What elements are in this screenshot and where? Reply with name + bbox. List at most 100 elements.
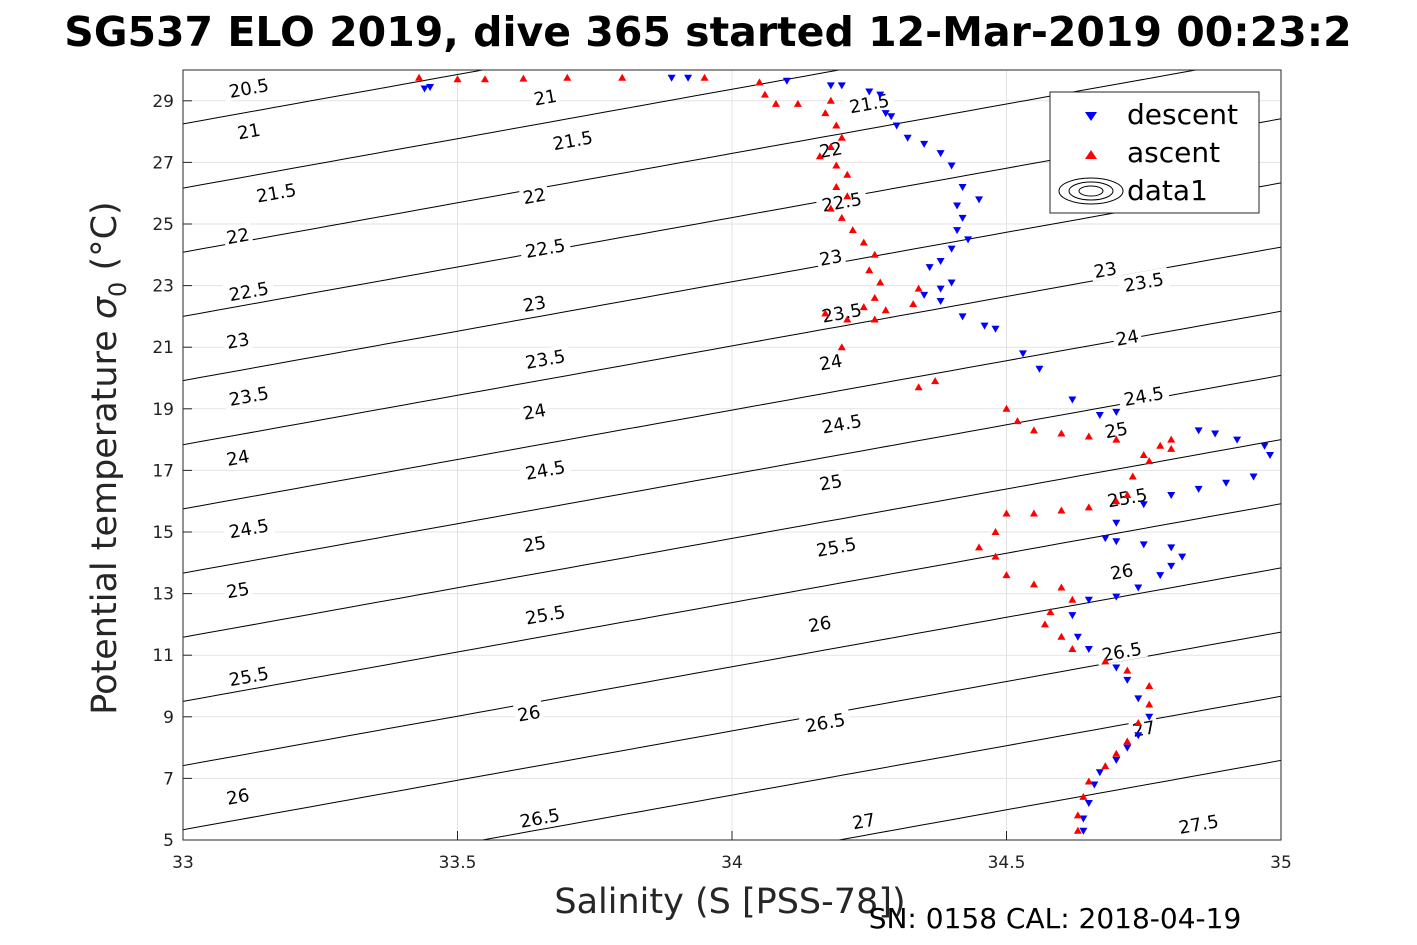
contour-label-bg (798, 707, 852, 737)
contour-label-bg (804, 611, 836, 636)
contour-label-text: 25.5 (815, 534, 858, 562)
y-tick-label: 23 (152, 277, 174, 297)
y-axis-label: Potential temperature σ0 (°C) (85, 201, 132, 714)
contour-label-text: 25 (818, 471, 844, 496)
descent-point (1090, 781, 1099, 789)
ascent-point (821, 309, 830, 317)
descent-point (936, 298, 945, 305)
descent-point (1095, 411, 1104, 419)
contour-label-text: 25 (521, 532, 547, 557)
contour-label-text: 25.5 (524, 602, 567, 630)
contour-label-text: 26 (225, 785, 251, 810)
descent-point (876, 91, 885, 99)
contour-label-bg (1117, 381, 1170, 410)
contour-label-bg (815, 298, 868, 327)
contour-label: 22.5 (815, 187, 868, 217)
contour-label-bg (1111, 324, 1143, 350)
descent-point (1112, 519, 1121, 527)
y-tick-label: 27 (152, 153, 174, 173)
ascent-point (865, 266, 874, 274)
descent-point (1035, 365, 1044, 373)
contour-label: 23 (518, 290, 550, 317)
descent-point (936, 150, 945, 158)
contour-label: 25.5 (222, 661, 276, 691)
y-tick-label: 29 (152, 92, 174, 112)
contour-label: 24.5 (222, 513, 276, 543)
ascent-point (1029, 509, 1038, 517)
descent-point (1145, 713, 1154, 721)
contour-label-bg (513, 700, 545, 726)
contour-label-text: 26 (1109, 560, 1135, 585)
series-ascent (415, 73, 1176, 834)
contour-label-bg (222, 73, 276, 102)
ascent-point (837, 213, 846, 221)
contour-label-text: 22.5 (820, 189, 863, 217)
descent-point (1167, 492, 1176, 500)
contour-label: 26.5 (798, 707, 852, 737)
legend-descent-marker (1085, 112, 1097, 121)
ascent-point (771, 99, 780, 107)
ascent-point (837, 133, 846, 141)
contour-label: 23.5 (518, 344, 572, 374)
contour-label: 27.5 (1172, 809, 1225, 839)
contour-label: 20.5 (222, 73, 276, 103)
contour-label-text: 27 (1131, 717, 1157, 742)
contour-label-text: 20.5 (227, 75, 270, 103)
ascent-point (832, 161, 841, 169)
y-tick-label: 11 (152, 646, 174, 666)
descent-point (1134, 695, 1143, 703)
contour-label-bg (546, 125, 599, 155)
x-axis-ticks: 33 33.5 34 34.5 35 (172, 831, 1292, 873)
descent-point (1068, 396, 1077, 404)
ascent-point (760, 90, 769, 98)
ascent-point (1057, 632, 1066, 640)
contour-label-bg (815, 349, 847, 374)
ascent-point (793, 99, 802, 107)
contour-label-bg (1117, 267, 1170, 296)
descent-point (881, 110, 890, 118)
contour-label-text: 23 (521, 292, 547, 317)
y-tick-label: 13 (152, 585, 174, 605)
contour-label: 25 (518, 530, 550, 557)
ascent-point (870, 293, 879, 301)
contour-label: 25 (222, 577, 254, 603)
ascent-point (1139, 451, 1148, 458)
ascent-point (1013, 417, 1022, 425)
contour-label-text: 23.5 (524, 346, 567, 374)
y-axis-label-symbol: σ (85, 295, 125, 319)
ascent-point (1029, 580, 1038, 588)
ascent-point (1040, 620, 1049, 628)
descent-point (1178, 553, 1187, 561)
ascent-point (519, 74, 528, 82)
ascent-point (914, 383, 923, 391)
legend-contour-icon (1058, 177, 1124, 205)
descent-point (1123, 676, 1132, 684)
contour-label: 26 (804, 611, 836, 637)
contour-label-bg (249, 177, 303, 207)
contour-label-text: 22 (225, 224, 251, 249)
contour-label-bg (222, 276, 276, 306)
contour-label-bg (815, 408, 868, 438)
contour-label-bg (1106, 558, 1138, 584)
contour-label-bg (815, 469, 847, 495)
descent-point (837, 82, 846, 90)
contour-label: 22 (518, 182, 550, 209)
ascent-point (1112, 435, 1121, 443)
contour-label-text: 24.5 (524, 457, 567, 485)
ascent-point (1002, 571, 1011, 579)
descent-point (1112, 408, 1121, 416)
descent-point (1068, 612, 1077, 620)
ascent-point (1046, 608, 1055, 616)
contour-label-bg (518, 398, 550, 424)
contour-label-bg (222, 444, 254, 470)
contour-label-bg (222, 222, 254, 248)
contour-label-bg (518, 344, 572, 373)
ascent-point (1128, 472, 1137, 480)
contour-label: 21.5 (249, 177, 303, 208)
data-series (415, 73, 1275, 835)
ascent-point (1101, 762, 1110, 770)
contour-label-text: 23.5 (1122, 269, 1165, 297)
ascent-point (848, 226, 857, 234)
legend-box (1049, 91, 1260, 214)
